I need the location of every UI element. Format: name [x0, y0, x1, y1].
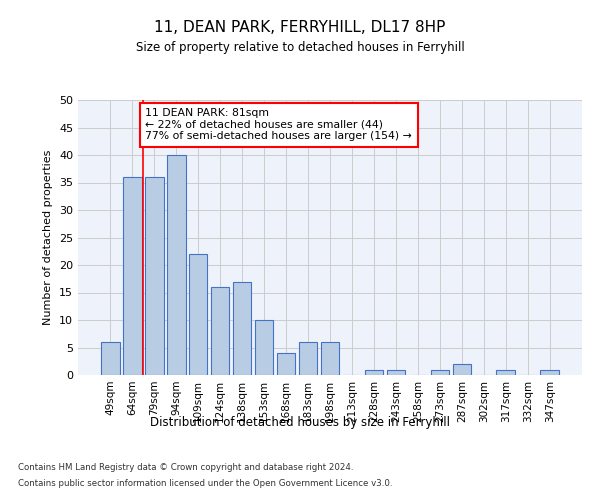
Bar [320, 342, 340, 375]
Text: Contains public sector information licensed under the Open Government Licence v3: Contains public sector information licen… [18, 480, 392, 488]
Bar [386, 370, 405, 375]
Bar [541, 370, 559, 375]
Bar [145, 177, 164, 375]
Bar [167, 155, 185, 375]
Text: Distribution of detached houses by size in Ferryhill: Distribution of detached houses by size … [150, 416, 450, 429]
Bar [365, 370, 383, 375]
Bar [299, 342, 317, 375]
Text: 11, DEAN PARK, FERRYHILL, DL17 8HP: 11, DEAN PARK, FERRYHILL, DL17 8HP [154, 20, 446, 35]
Bar [255, 320, 274, 375]
Bar [211, 287, 229, 375]
Bar [277, 353, 295, 375]
Y-axis label: Number of detached properties: Number of detached properties [43, 150, 53, 325]
Bar [431, 370, 449, 375]
Bar [233, 282, 251, 375]
Text: Contains HM Land Registry data © Crown copyright and database right 2024.: Contains HM Land Registry data © Crown c… [18, 463, 353, 472]
Text: 11 DEAN PARK: 81sqm
← 22% of detached houses are smaller (44)
77% of semi-detach: 11 DEAN PARK: 81sqm ← 22% of detached ho… [145, 108, 412, 142]
Bar [496, 370, 515, 375]
Bar [189, 254, 208, 375]
Bar [452, 364, 471, 375]
Text: Size of property relative to detached houses in Ferryhill: Size of property relative to detached ho… [136, 41, 464, 54]
Bar [123, 177, 142, 375]
Bar [101, 342, 119, 375]
